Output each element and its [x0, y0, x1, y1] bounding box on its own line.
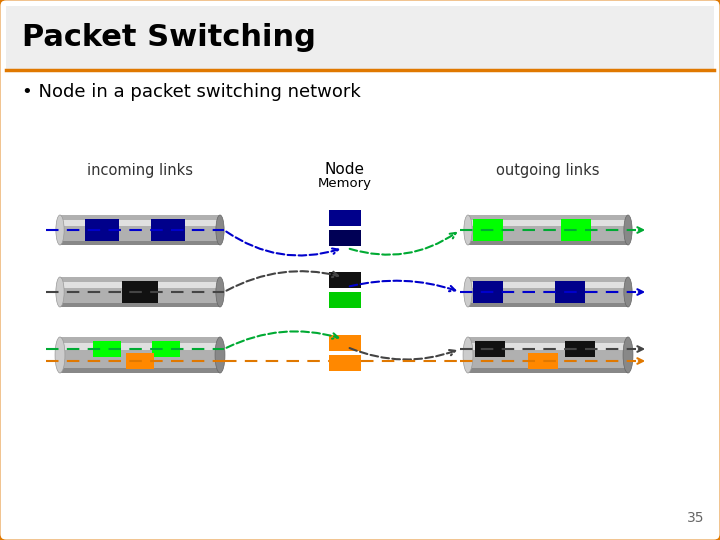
Bar: [555, 281, 585, 303]
Text: Node: Node: [325, 163, 365, 178]
Bar: [329, 355, 361, 371]
Bar: [473, 219, 503, 241]
Bar: [528, 353, 558, 369]
Bar: [468, 220, 628, 226]
Ellipse shape: [624, 215, 632, 245]
Bar: [329, 335, 361, 351]
Bar: [565, 341, 595, 357]
Ellipse shape: [216, 215, 224, 245]
Bar: [60, 343, 220, 349]
Bar: [561, 219, 591, 241]
Ellipse shape: [55, 337, 65, 373]
Bar: [93, 341, 121, 357]
Bar: [468, 302, 628, 307]
FancyBboxPatch shape: [6, 6, 714, 70]
Ellipse shape: [215, 337, 225, 373]
Ellipse shape: [463, 337, 473, 373]
Bar: [329, 272, 361, 288]
Text: • Node in a packet switching network: • Node in a packet switching network: [22, 83, 361, 101]
Text: incoming links: incoming links: [87, 163, 193, 178]
Bar: [60, 220, 220, 226]
Bar: [60, 302, 220, 307]
Ellipse shape: [56, 215, 64, 245]
Ellipse shape: [624, 277, 632, 307]
Text: Packet Switching: Packet Switching: [22, 24, 316, 52]
Bar: [468, 240, 628, 245]
Bar: [60, 368, 220, 373]
Ellipse shape: [56, 277, 64, 307]
Bar: [468, 277, 628, 307]
Bar: [85, 219, 119, 241]
Bar: [152, 341, 180, 357]
Bar: [468, 282, 628, 287]
Text: Memory: Memory: [318, 178, 372, 191]
Ellipse shape: [216, 277, 224, 307]
Ellipse shape: [623, 337, 633, 373]
Bar: [468, 343, 628, 349]
Bar: [122, 281, 158, 303]
Bar: [60, 282, 220, 287]
Bar: [60, 240, 220, 245]
Bar: [473, 281, 503, 303]
Bar: [60, 337, 220, 373]
Bar: [60, 277, 220, 307]
Bar: [60, 215, 220, 245]
Bar: [329, 230, 361, 246]
Bar: [468, 215, 628, 245]
Bar: [475, 341, 505, 357]
Bar: [151, 219, 185, 241]
Ellipse shape: [464, 215, 472, 245]
Text: outgoing links: outgoing links: [496, 163, 600, 178]
Text: 35: 35: [686, 511, 704, 525]
Bar: [468, 337, 628, 373]
Bar: [329, 210, 361, 226]
Ellipse shape: [464, 277, 472, 307]
Bar: [468, 368, 628, 373]
Bar: [329, 292, 361, 308]
Bar: [126, 353, 154, 369]
